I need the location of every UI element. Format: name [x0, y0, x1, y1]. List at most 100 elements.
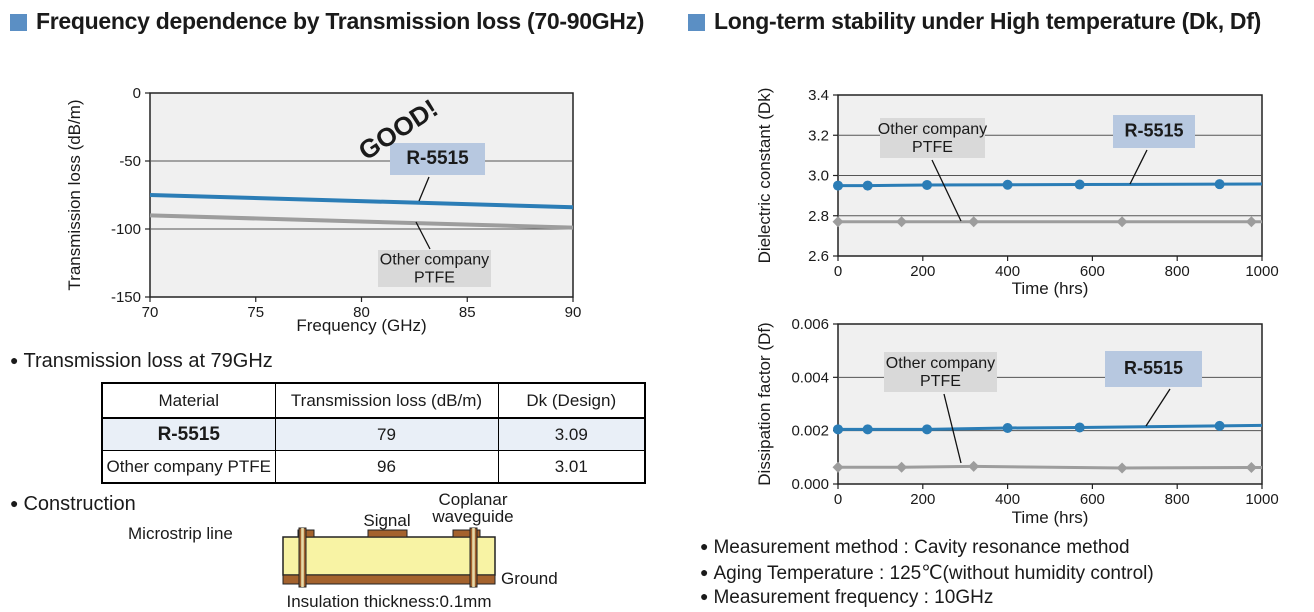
ground-label: Ground	[501, 569, 558, 588]
series-marker	[1074, 179, 1085, 190]
x-tick-label: 1000	[1245, 263, 1278, 280]
series-marker	[832, 216, 844, 228]
label-leader-line	[1129, 149, 1148, 185]
y-tick-label: -100	[111, 221, 141, 238]
right-pad	[452, 529, 481, 538]
table-row-r5515: R-5515 79 3.09	[101, 417, 646, 451]
microstrip-line-label: Microstrip line	[128, 524, 233, 543]
table-header-row: Material Transmission loss (dB/m) Dk (De…	[101, 382, 646, 419]
series-marker	[1245, 461, 1257, 473]
x-tick-label: 200	[910, 491, 935, 508]
coplanar-label-line1: Coplanar	[439, 490, 508, 509]
y-tick-label: 0.004	[791, 369, 829, 386]
cell-loss: 79	[274, 417, 499, 451]
section-marker-icon	[10, 14, 27, 31]
ground-plane	[282, 574, 496, 585]
note-text: Measurement frequency : 10GHz	[713, 587, 994, 608]
bullet-icon: ●	[700, 588, 709, 604]
loss-table: Material Transmission loss (dB/m) Dk (De…	[101, 382, 646, 484]
series-label-text: PTFE	[920, 373, 961, 390]
x-tick-label: 85	[459, 304, 476, 321]
label-leader-line	[943, 393, 962, 464]
series-label-box	[378, 250, 491, 287]
table-row-ptfe: Other company PTFE 96 3.01	[101, 450, 646, 484]
series-marker	[833, 424, 843, 435]
series-marker	[1214, 179, 1225, 190]
x-tick-label: 80	[353, 304, 370, 321]
construction-title-text: Construction	[23, 493, 136, 515]
note-aging-temperature: ● Aging Temperature : 125℃(without humidi…	[700, 562, 1154, 585]
label-leader-line	[1145, 388, 1171, 427]
label-leader-line	[418, 176, 430, 202]
right-section-header: Long-term stability under High temperatu…	[688, 8, 1261, 35]
series-label-text: Other company	[886, 355, 995, 372]
left-section-title: Frequency dependence by Transmission los…	[36, 8, 645, 34]
x-tick-label: 90	[565, 304, 582, 321]
series-marker	[1074, 422, 1085, 433]
series-marker	[1116, 462, 1128, 474]
x-tick-label: 600	[1080, 491, 1105, 508]
series-marker	[862, 424, 873, 435]
series-line-0	[149, 193, 574, 210]
note-text: Measurement method : Cavity resonance me…	[713, 537, 1130, 558]
series-label-text: PTFE	[912, 139, 953, 156]
plot-area	[837, 323, 1263, 485]
cell-dk: 3.09	[497, 417, 646, 451]
y-tick-label: 2.6	[808, 248, 829, 265]
series-label-text: R-5515	[1124, 358, 1183, 378]
cell-dk: 3.01	[497, 450, 646, 484]
col-header-material: Material	[101, 382, 276, 419]
label-leader-line	[931, 159, 962, 222]
y-axis-title: Dissipation factor (Df)	[755, 322, 774, 485]
note-measurement-method: ● Measurement method : Cavity resonance m…	[700, 537, 1130, 559]
x-tick-label: 0	[834, 491, 842, 508]
bullet-icon: ●	[10, 495, 19, 511]
col-header-loss: Transmission loss (dB/m)	[274, 382, 499, 419]
construction-section-title: ● Construction	[10, 493, 136, 516]
coplanar-label-line2: waveguide	[431, 507, 513, 526]
series-label-box	[884, 352, 997, 392]
cell-loss: 96	[274, 450, 499, 484]
series-label-box	[1105, 351, 1202, 387]
y-axis-title: Transmission loss (dB/m)	[65, 99, 84, 290]
right-via-core	[472, 528, 475, 587]
y-tick-label: -150	[111, 289, 141, 306]
left-via-core	[301, 528, 304, 587]
series-marker	[968, 216, 980, 228]
y-tick-label: 0.000	[791, 476, 829, 493]
loss-table-title-text: Transmission loss at 79GHz	[23, 350, 273, 372]
series-label-box	[390, 143, 485, 175]
series-label-text: PTFE	[414, 270, 455, 287]
x-tick-label: 400	[995, 263, 1020, 280]
y-axis-title: Dielectric constant (Dk)	[755, 88, 774, 264]
series-marker	[862, 180, 873, 191]
plot-area	[149, 92, 574, 298]
series-marker	[832, 461, 844, 473]
x-axis-title: Time (hrs)	[1012, 279, 1089, 298]
insulation-thickness-label: Insulation thickness:0.1mm	[286, 592, 491, 611]
bullet-icon: ●	[10, 352, 19, 368]
y-tick-label: 0.006	[791, 316, 829, 333]
series-line-1	[149, 213, 574, 230]
series-marker	[968, 460, 980, 472]
signal-pad	[367, 529, 408, 538]
y-tick-label: 3.2	[808, 127, 829, 144]
x-tick-label: 70	[142, 304, 159, 321]
label-leader-line	[415, 221, 431, 250]
series-line-0	[838, 182, 1263, 188]
series-label-text: Other company	[878, 121, 987, 138]
left-section-header: Frequency dependence by Transmission los…	[10, 8, 644, 35]
bullet-icon: ●	[700, 564, 709, 580]
right-section-title: Long-term stability under High temperatu…	[714, 8, 1261, 34]
signal-label: Signal	[363, 511, 410, 530]
cell-material: Other company PTFE	[101, 450, 276, 484]
series-label-text: R-5515	[406, 148, 469, 169]
x-tick-label: 600	[1080, 263, 1105, 280]
y-tick-label: 3.4	[808, 87, 829, 104]
series-label-box	[1113, 115, 1195, 148]
col-header-dk: Dk (Design)	[497, 382, 646, 419]
series-marker	[1116, 216, 1128, 228]
insulation-body	[282, 536, 496, 576]
